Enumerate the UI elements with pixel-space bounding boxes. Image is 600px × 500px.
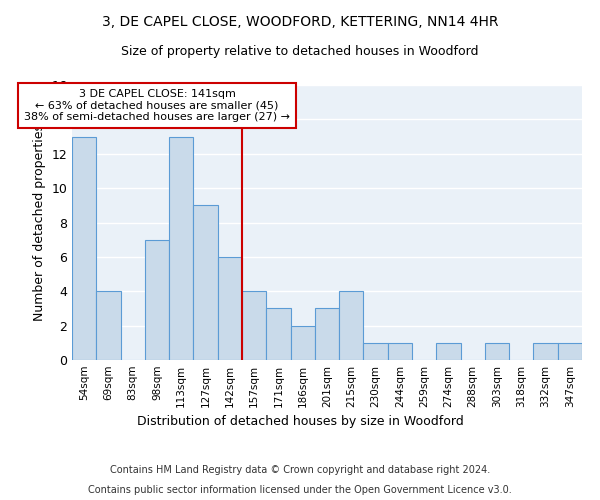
Bar xyxy=(339,291,364,360)
Bar xyxy=(145,240,169,360)
Text: Distribution of detached houses by size in Woodford: Distribution of detached houses by size … xyxy=(137,415,463,428)
Bar xyxy=(218,257,242,360)
Bar xyxy=(315,308,339,360)
Bar xyxy=(290,326,315,360)
Text: Contains HM Land Registry data © Crown copyright and database right 2024.: Contains HM Land Registry data © Crown c… xyxy=(110,465,490,475)
Bar xyxy=(169,136,193,360)
Bar xyxy=(193,206,218,360)
Bar xyxy=(485,343,509,360)
Bar xyxy=(533,343,558,360)
Text: Contains public sector information licensed under the Open Government Licence v3: Contains public sector information licen… xyxy=(88,485,512,495)
Bar xyxy=(436,343,461,360)
Bar xyxy=(242,291,266,360)
Y-axis label: Number of detached properties: Number of detached properties xyxy=(33,124,46,321)
Text: 3 DE CAPEL CLOSE: 141sqm
← 63% of detached houses are smaller (45)
38% of semi-d: 3 DE CAPEL CLOSE: 141sqm ← 63% of detach… xyxy=(24,89,290,122)
Bar xyxy=(72,136,96,360)
Bar xyxy=(266,308,290,360)
Bar xyxy=(96,291,121,360)
Bar xyxy=(364,343,388,360)
Text: 3, DE CAPEL CLOSE, WOODFORD, KETTERING, NN14 4HR: 3, DE CAPEL CLOSE, WOODFORD, KETTERING, … xyxy=(102,15,498,29)
Text: Size of property relative to detached houses in Woodford: Size of property relative to detached ho… xyxy=(121,45,479,58)
Bar xyxy=(388,343,412,360)
Bar xyxy=(558,343,582,360)
